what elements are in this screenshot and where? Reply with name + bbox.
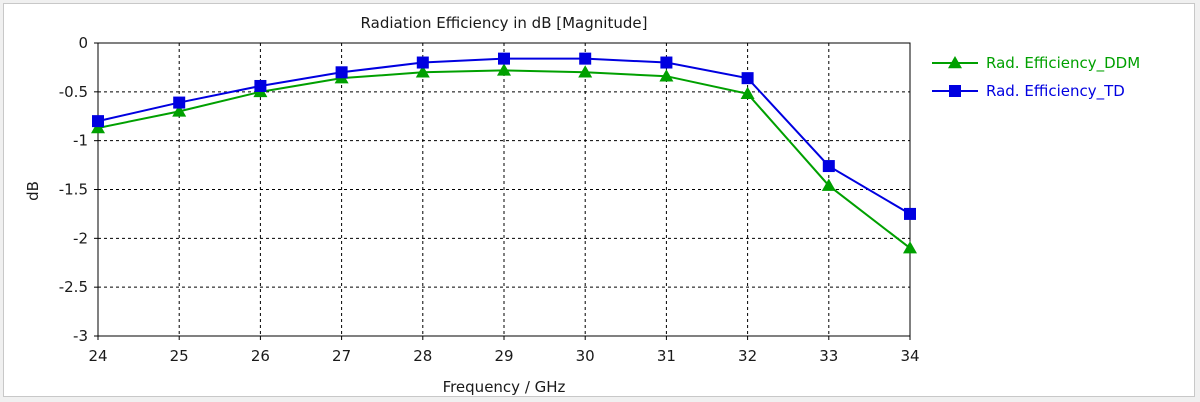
x-axis-ticks: 24 25 26 27 28 29 30 31 32 33 34 — [88, 336, 920, 365]
y-tick-label: -3 — [73, 327, 88, 345]
y-tick-label: -0.5 — [59, 83, 88, 101]
chart-frame: 24 25 26 27 28 29 30 31 32 33 34 0 -0.5 -1 -1.5 -2 -2.5… — [3, 3, 1195, 397]
x-tick-label: 27 — [332, 347, 351, 365]
data-point — [335, 66, 348, 79]
x-tick-label: 30 — [576, 347, 595, 365]
y-tick-label: 0 — [78, 34, 88, 52]
x-tick-label: 33 — [819, 347, 838, 365]
legend-marker — [949, 85, 961, 97]
y-axis-ticks: 0 -0.5 -1 -1.5 -2 -2.5 -3 — [59, 34, 98, 345]
data-point — [497, 63, 511, 76]
series-layer — [91, 52, 917, 254]
legend-item: Rad. Efficiency_TD — [932, 82, 1125, 101]
grid — [98, 43, 910, 336]
y-tick-label: -1 — [73, 132, 88, 150]
y-axis-label: dB — [24, 181, 42, 201]
x-tick-label: 28 — [413, 347, 432, 365]
y-tick-label: -1.5 — [59, 181, 88, 199]
chart-title: Radiation Efficiency in dB [Magnitude] — [361, 14, 648, 32]
x-tick-label: 26 — [251, 347, 270, 365]
data-point — [172, 104, 187, 117]
series-2 — [92, 52, 916, 220]
data-point — [579, 52, 592, 65]
data-point — [903, 241, 917, 254]
legend-item: Rad. Efficiency_DDM — [932, 54, 1140, 73]
legend-label: Rad. Efficiency_TD — [986, 82, 1125, 101]
data-point — [660, 56, 673, 69]
data-point — [254, 79, 267, 92]
x-tick-label: 25 — [170, 347, 189, 365]
radiation-efficiency-chart: 24 25 26 27 28 29 30 31 32 33 34 0 -0.5 -1 -1.5 -2 -2.5… — [24, 14, 1140, 396]
data-point — [821, 178, 836, 191]
data-point — [173, 96, 186, 109]
data-point — [659, 69, 674, 82]
data-point — [578, 65, 593, 78]
data-point — [415, 65, 430, 78]
data-point — [822, 160, 835, 173]
data-point — [741, 72, 754, 85]
data-point — [416, 56, 429, 69]
data-point — [904, 207, 916, 220]
data-point — [498, 52, 510, 65]
legend-label: Rad. Efficiency_DDM — [986, 54, 1140, 73]
x-axis-label: Frequency / GHz — [443, 378, 566, 396]
x-tick-label: 34 — [900, 347, 919, 365]
data-point — [92, 115, 104, 128]
x-tick-label: 31 — [657, 347, 676, 365]
y-tick-label: -2 — [73, 229, 88, 247]
legend: Rad. Efficiency_DDM Rad. Efficiency_TD — [932, 54, 1140, 101]
x-tick-label: 24 — [88, 347, 107, 365]
legend-marker — [948, 56, 962, 69]
y-tick-label: -2.5 — [59, 278, 88, 296]
x-tick-label: 32 — [738, 347, 757, 365]
data-point — [740, 86, 755, 100]
x-tick-label: 29 — [494, 347, 513, 365]
